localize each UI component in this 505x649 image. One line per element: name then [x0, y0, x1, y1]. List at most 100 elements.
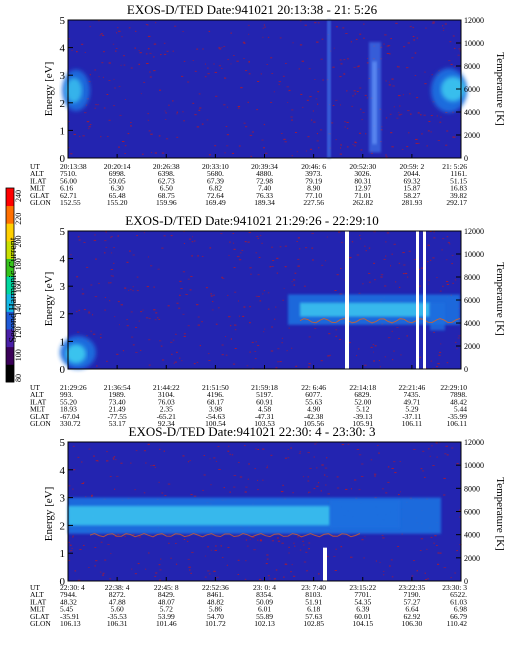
spectrogram-speckle: [88, 567, 90, 568]
spectrogram-speckle: [318, 573, 320, 575]
spectrogram-speckle: [72, 445, 75, 447]
spectrogram-speckle: [203, 474, 206, 476]
spectrogram-speckle: [262, 293, 264, 295]
orbit-cell: 61.03: [450, 597, 467, 606]
orbit-cell: 72.98: [256, 176, 273, 185]
spectrogram-speckle: [278, 81, 281, 83]
spectrogram-speckle: [340, 144, 342, 146]
spectrogram-speckle: [358, 454, 362, 456]
spectrogram-speckle: [76, 331, 80, 333]
spectrogram-speckle: [358, 348, 360, 350]
colorbar-cells: [5, 187, 15, 383]
spectrogram-speckle: [437, 552, 440, 554]
spectrogram-speckle: [68, 485, 71, 487]
spectrogram-speckle: [420, 114, 422, 116]
spectrogram-speckle: [418, 142, 420, 144]
spectrogram-speckle: [295, 132, 297, 133]
spectrogram-speckle: [181, 360, 183, 362]
spectrogram-speckle: [249, 322, 251, 324]
y-tick-label: 0: [60, 576, 66, 588]
spectrogram-speckle: [69, 544, 72, 546]
orbit-cell: 6.30: [111, 184, 124, 193]
spectrogram-speckle: [298, 68, 301, 70]
spectrogram-speckle: [183, 336, 186, 337]
spectrogram-speckle: [96, 365, 98, 367]
spectrogram-speckle: [281, 542, 284, 544]
spectrogram-speckle: [414, 52, 417, 54]
spectrogram-speckle: [85, 104, 88, 106]
spectrogram-speckle: [340, 546, 343, 548]
orbit-cell: 155.20: [107, 198, 128, 207]
spectrogram-speckle: [384, 285, 387, 287]
temperature-trace: [89, 532, 361, 538]
orbit-cell: 20:46: 6: [301, 162, 326, 171]
spectrogram-speckle: [174, 25, 177, 27]
orbit-cell: 8461.: [207, 590, 224, 599]
spectrogram-speckle: [136, 290, 139, 292]
orbit-cell: 22: 6:46: [301, 383, 326, 392]
spectrogram-speckle: [284, 266, 287, 268]
spectrogram-speckle: [287, 102, 289, 103]
spectrogram-speckle: [179, 294, 181, 296]
orbit-cell: 18.93: [60, 405, 77, 414]
panel-1-title: EXOS-D/TED Date:941021 20:13:38 - 21: 5:…: [127, 2, 378, 17]
orbit-cell: 169.49: [205, 198, 226, 207]
spectrogram-speckle: [175, 333, 177, 335]
spectrogram-speckle: [101, 33, 103, 35]
spectrogram-speckle: [155, 572, 158, 574]
spectrogram-speckle: [378, 452, 380, 454]
spectrogram-speckle: [199, 345, 201, 347]
spectrogram-speckle: [223, 104, 226, 106]
spectrogram-speckle: [196, 361, 199, 363]
spectrogram-speckle: [263, 290, 265, 292]
spectrogram-speckle: [106, 460, 109, 462]
spectrogram-speckle: [183, 539, 186, 540]
spectrogram-speckle: [309, 148, 313, 150]
spectrogram-speckle: [373, 351, 374, 353]
orbit-row-label: ALT: [30, 390, 44, 399]
orbit-cell: 5680.: [207, 169, 224, 178]
spectrogram-speckle: [416, 570, 418, 572]
orbit-row-label: GLON: [30, 419, 51, 428]
spectrogram-speckle: [281, 342, 283, 344]
spectrogram-speckle: [406, 67, 409, 69]
spectrogram-speckle: [442, 30, 445, 31]
spectrogram-speckle: [124, 99, 126, 100]
spectrogram-speckle: [242, 41, 246, 43]
spectrogram-speckle: [228, 316, 231, 318]
orbit-cell: 3026.: [354, 169, 371, 178]
spectrogram-speckle: [419, 550, 422, 551]
spectrogram-speckle: [391, 78, 394, 80]
orbit-cell: 49.71: [403, 397, 420, 406]
orbit-row-label: ILAT: [30, 397, 47, 406]
spectrogram-speckle: [429, 455, 431, 457]
spectrogram-speckle: [113, 456, 116, 458]
spectrogram-speckle: [453, 66, 456, 68]
spectrogram-speckle: [390, 38, 392, 40]
spectrogram-speckle: [94, 565, 96, 567]
spectrogram-speckle: [118, 146, 120, 148]
spectrogram-speckle: [209, 458, 211, 460]
spectrogram-speckle: [117, 235, 119, 237]
spectrogram-speckle: [88, 448, 91, 450]
spectrogram-speckle: [270, 454, 273, 456]
spectrogram-speckle: [308, 548, 310, 550]
spectrogram-speckle: [114, 535, 117, 537]
spectrogram-speckle: [143, 232, 146, 234]
orbit-cell: 57.27: [403, 597, 420, 606]
orbit-cell: 8103.: [305, 590, 322, 599]
spectrogram-speckle: [451, 263, 453, 265]
spectrogram-speckle: [293, 575, 296, 577]
spectrogram-speckle: [72, 488, 74, 490]
spectrogram-speckle: [271, 326, 273, 328]
spectrogram-speckle: [438, 70, 440, 72]
spectrogram-speckle: [150, 465, 152, 467]
spectrogram-speckle: [225, 354, 228, 356]
orbit-cell: 4.58: [258, 405, 271, 414]
spectrogram-speckle: [354, 479, 357, 481]
spectrogram-speckle: [124, 536, 126, 537]
spectrogram-speckle: [400, 354, 402, 356]
orbit-cell: 62.73: [158, 176, 175, 185]
spectrogram-speckle: [196, 304, 199, 306]
spectrogram-speckle: [406, 335, 408, 337]
